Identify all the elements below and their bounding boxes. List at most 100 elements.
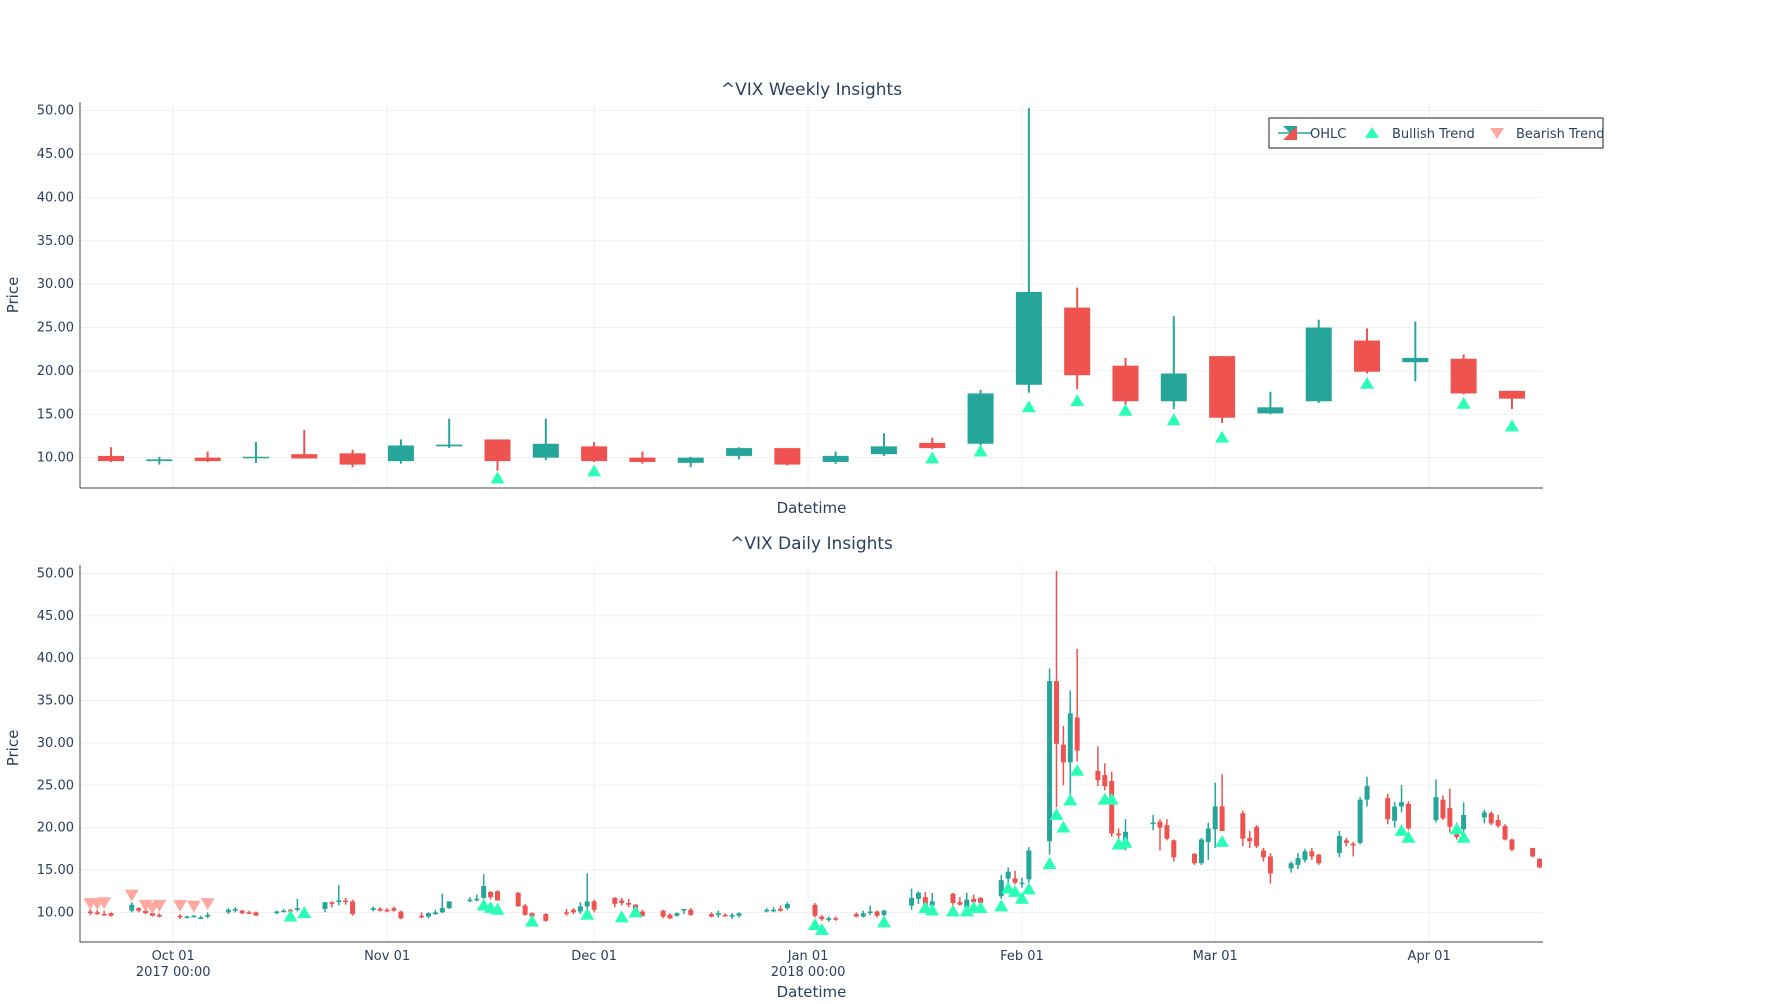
candle-body bbox=[860, 913, 866, 917]
candle-body bbox=[398, 911, 404, 919]
candle-body bbox=[867, 911, 873, 914]
bullish-marker bbox=[587, 464, 602, 477]
candle-body bbox=[564, 912, 570, 914]
candle-body bbox=[439, 908, 445, 913]
candle-body bbox=[239, 910, 245, 914]
candle-body bbox=[1488, 813, 1494, 824]
y-tick-label: 45.00 bbox=[37, 147, 74, 162]
y-tick-label: 20.00 bbox=[37, 364, 74, 379]
bearish-marker bbox=[186, 900, 201, 913]
bullish-marker bbox=[1008, 885, 1023, 897]
x-tick-label: Dec 01 bbox=[571, 949, 617, 964]
candle-body bbox=[198, 917, 204, 919]
candle-body bbox=[1392, 806, 1398, 821]
candle-body bbox=[246, 912, 252, 914]
candle-body bbox=[377, 908, 383, 911]
candle-body bbox=[1509, 839, 1515, 850]
candle-body bbox=[833, 918, 839, 920]
legend-label: OHLC bbox=[1310, 127, 1346, 142]
candle-body bbox=[881, 910, 887, 915]
candle-body bbox=[674, 913, 680, 916]
candle-body bbox=[581, 446, 608, 462]
candle-body bbox=[1405, 803, 1411, 829]
candle-body bbox=[191, 915, 197, 918]
x-tick-label: Nov 01 bbox=[364, 949, 410, 964]
candle-body bbox=[322, 902, 328, 909]
candle-body bbox=[481, 886, 487, 898]
candle-body bbox=[998, 880, 1004, 897]
bearish-marker bbox=[152, 899, 167, 912]
triangle-up-icon bbox=[1365, 127, 1379, 138]
bullish-marker bbox=[490, 902, 505, 915]
candle-body bbox=[522, 905, 528, 915]
candle-body bbox=[281, 910, 287, 913]
candle-body bbox=[915, 892, 921, 899]
candle-body bbox=[660, 910, 666, 917]
panel-2 bbox=[79, 565, 1543, 943]
candle-body bbox=[1257, 407, 1284, 414]
candle-body bbox=[777, 908, 783, 911]
candle-body bbox=[1060, 744, 1066, 763]
bullish-marker bbox=[925, 451, 940, 464]
bullish-marker bbox=[1070, 394, 1085, 407]
candle-body bbox=[764, 909, 770, 912]
candle-body bbox=[232, 908, 238, 911]
candle-body bbox=[1288, 863, 1294, 869]
candle-body bbox=[1498, 390, 1525, 399]
bullish-marker bbox=[1014, 891, 1029, 904]
candle-body bbox=[339, 453, 366, 465]
bullish-marker bbox=[973, 901, 988, 914]
y-tick-label: 45.00 bbox=[37, 609, 74, 624]
candle-body bbox=[253, 912, 259, 916]
candle-body bbox=[274, 911, 280, 914]
y-tick-label: 25.00 bbox=[37, 778, 74, 793]
candle-body bbox=[177, 915, 183, 918]
bullish-marker bbox=[1401, 830, 1416, 843]
candle-body bbox=[1447, 808, 1453, 827]
candle-body bbox=[98, 455, 125, 462]
candle-body bbox=[812, 904, 818, 916]
candle-body bbox=[1209, 356, 1236, 418]
candle-body bbox=[1109, 781, 1115, 834]
x-axis-title: Datetime bbox=[777, 499, 847, 517]
candle-body bbox=[225, 909, 231, 913]
candle-body bbox=[708, 914, 714, 917]
bearish-marker bbox=[173, 899, 188, 912]
candle-body bbox=[291, 454, 318, 459]
candle-body bbox=[336, 900, 342, 903]
y-tick-label: 50.00 bbox=[37, 566, 74, 581]
candle-body bbox=[1012, 878, 1018, 883]
candle-body bbox=[1026, 850, 1032, 880]
candle-body bbox=[495, 891, 501, 901]
candle-body bbox=[108, 913, 114, 916]
candle-body bbox=[1399, 802, 1405, 807]
candle-body bbox=[784, 903, 790, 909]
candle-body bbox=[1316, 854, 1322, 864]
candle-body bbox=[922, 897, 928, 905]
y-tick-label: 10.00 bbox=[37, 451, 74, 466]
candle-body bbox=[136, 908, 142, 911]
candle-body bbox=[1254, 826, 1260, 847]
candle-body bbox=[1212, 806, 1218, 830]
candle-body bbox=[1053, 681, 1059, 744]
x-tick-label: Mar 01 bbox=[1193, 949, 1238, 964]
candle-body bbox=[819, 916, 825, 920]
candle-body bbox=[1198, 839, 1204, 864]
candle-body bbox=[194, 457, 221, 462]
candle-body bbox=[1095, 770, 1101, 781]
candle-body bbox=[771, 909, 777, 912]
bullish-marker bbox=[1504, 419, 1519, 432]
y-axis-title: Price bbox=[4, 730, 22, 767]
candle-body bbox=[978, 897, 984, 904]
candle-body bbox=[1219, 806, 1225, 832]
candle-body bbox=[543, 914, 549, 921]
candle-body bbox=[532, 443, 559, 458]
bullish-marker bbox=[814, 923, 829, 936]
candle-body bbox=[1354, 340, 1381, 372]
candle-body bbox=[101, 914, 107, 916]
candle-body bbox=[432, 912, 438, 915]
candle-body bbox=[1164, 825, 1170, 839]
candle-body bbox=[1116, 833, 1122, 836]
candle-body bbox=[149, 913, 155, 916]
